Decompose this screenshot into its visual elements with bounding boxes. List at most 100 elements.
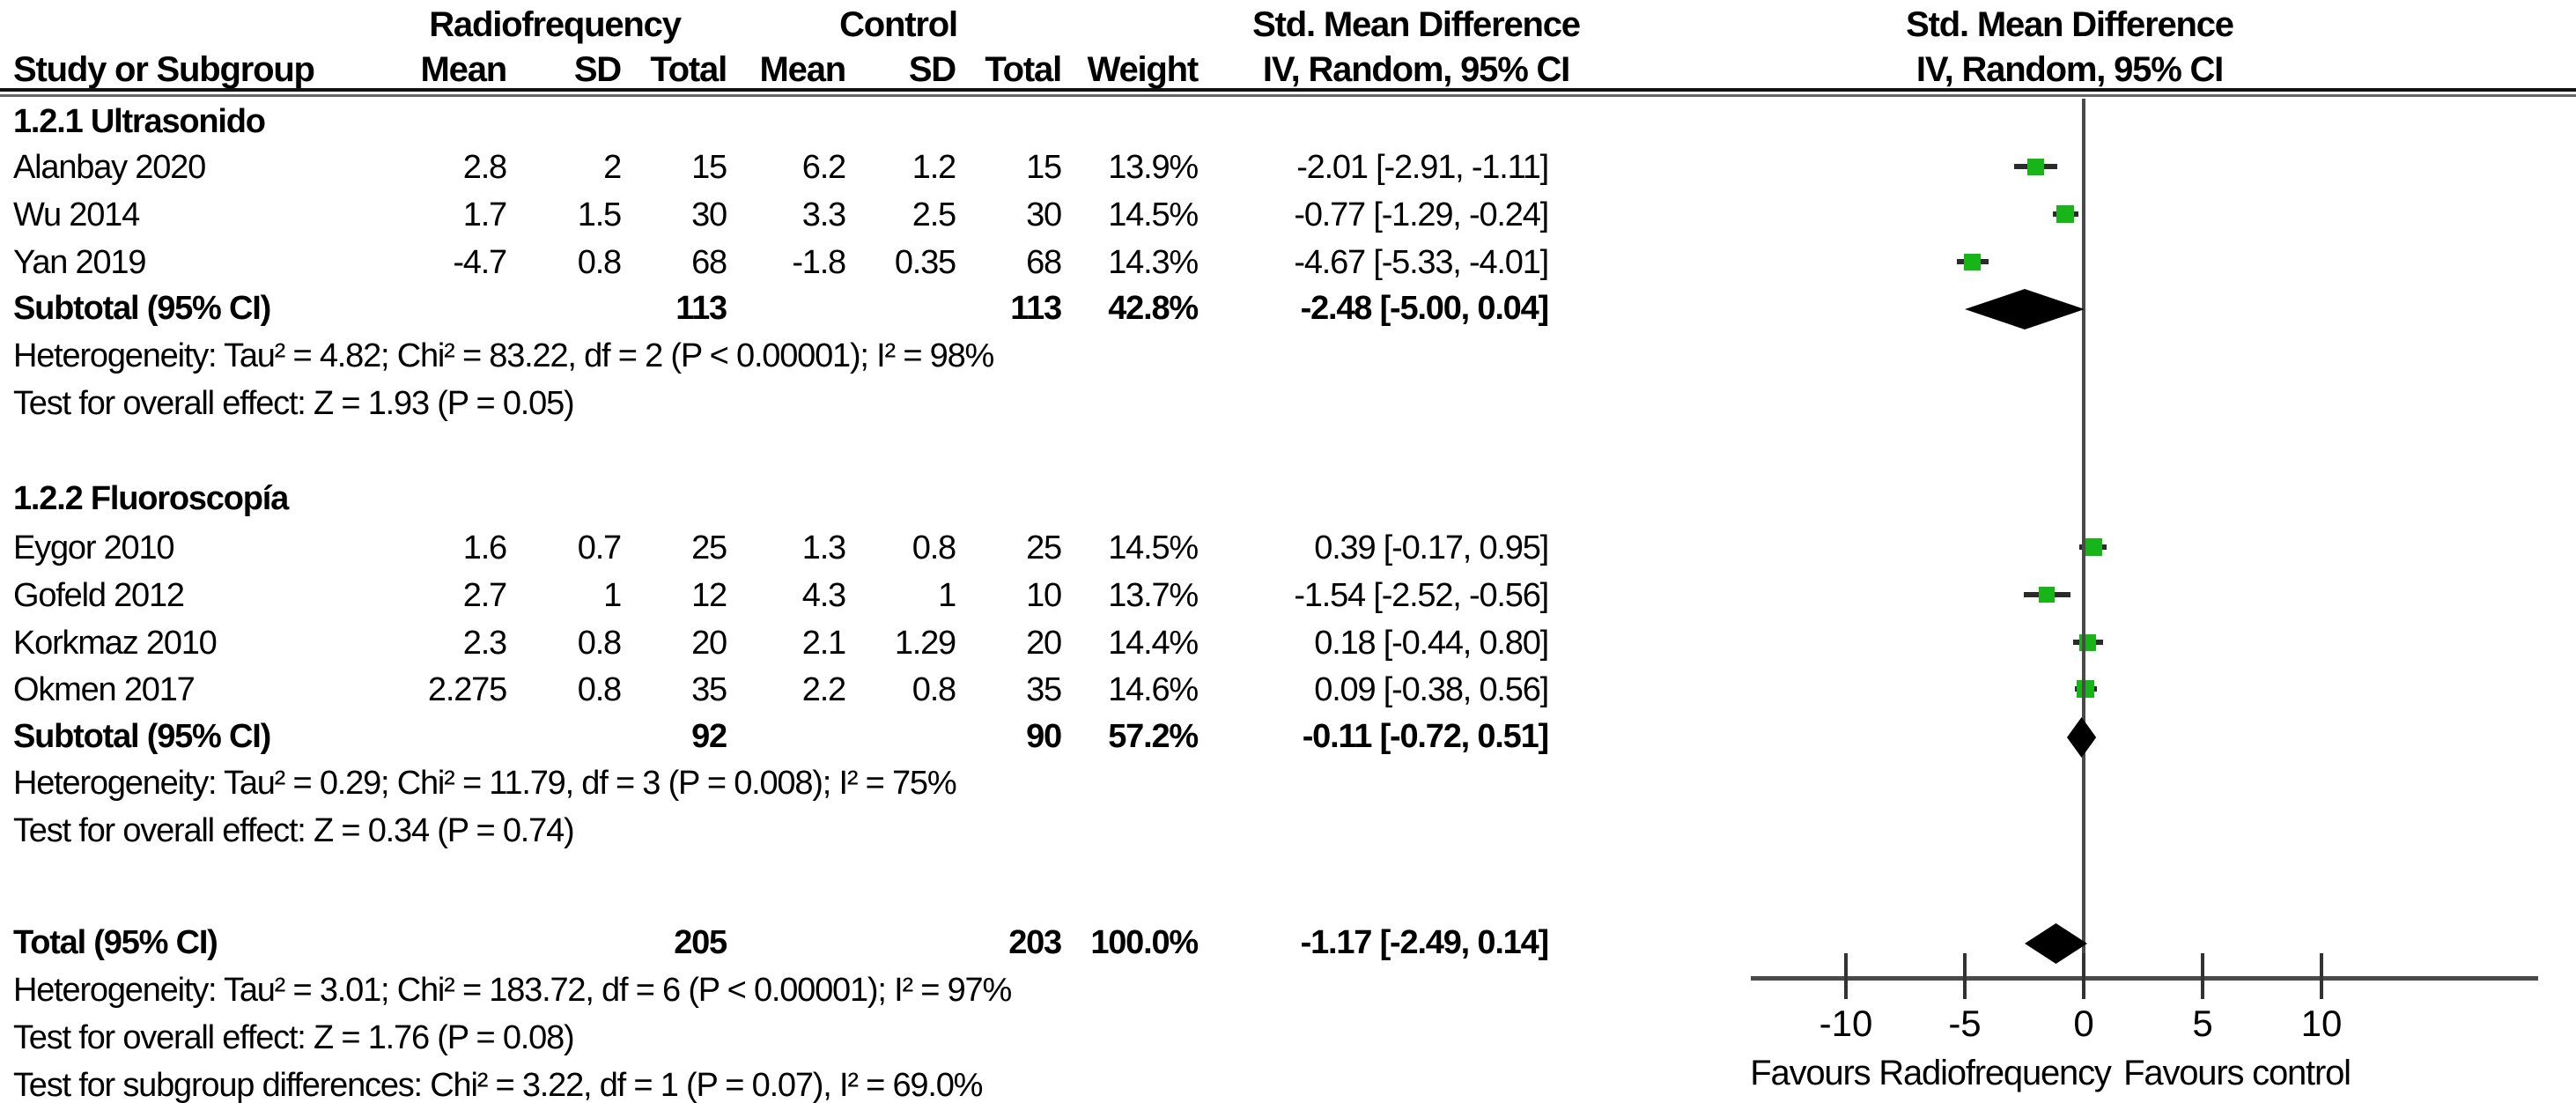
rf-mean: 2.7 (462, 577, 507, 614)
overall-effect-text: Test for overall effect: Z = 0.34 (P = 0… (13, 812, 575, 849)
col-header-total2: Total (985, 50, 1062, 89)
favours-left-label: Favours Radiofrequency (1750, 1054, 2112, 1092)
control-sd: 2.5 (912, 196, 956, 233)
control-mean: 4.3 (801, 577, 846, 614)
control-total: 20 (1026, 625, 1062, 662)
control-total: 35 (1026, 671, 1062, 708)
control-total: 10 (1026, 577, 1062, 614)
effect-square (2084, 538, 2102, 556)
col-header-weight: Weight (1087, 50, 1199, 89)
weight-value: 100.0% (1090, 924, 1199, 961)
subgroup-label: 1.2.2 Fluoroscopía (13, 480, 289, 517)
effect-square (2056, 205, 2075, 223)
pooled-diamond (2066, 717, 2096, 758)
rf-sd: 2 (603, 149, 622, 186)
control-mean: 6.2 (801, 149, 846, 186)
overall-effect-text: Test for overall effect: Z = 1.93 (P = 0… (13, 385, 575, 422)
axis-tick (1963, 953, 1967, 999)
control-sd: 0.8 (912, 529, 956, 566)
ci-text: -4.67 [-5.33, -4.01] (1294, 244, 1549, 281)
effect-square (2077, 680, 2095, 698)
rf-total: 113 (675, 290, 727, 327)
weight-value: 13.7% (1108, 577, 1199, 614)
rf-mean: 1.7 (462, 196, 507, 233)
column-group-radiofrequency: Radiofrequency (429, 5, 682, 44)
control-sd: 0.35 (894, 244, 956, 281)
control-sd: 1.2 (912, 149, 956, 186)
study-name: Yan 2019 (13, 244, 146, 281)
tick-label: 10 (2300, 1003, 2343, 1044)
rf-total: 30 (691, 196, 727, 233)
control-mean: 3.3 (801, 196, 846, 233)
pooled-diamond (1965, 289, 2085, 329)
ci-text: -2.01 [-2.91, -1.11] (1296, 149, 1549, 186)
rf-total: 25 (691, 529, 727, 566)
axis-line (1751, 976, 2538, 981)
effect-square (2027, 158, 2045, 175)
tick-label: -10 (1819, 1003, 1873, 1044)
ci-text: -1.54 [-2.52, -0.56] (1294, 577, 1549, 614)
study-name: Alanbay 2020 (13, 149, 206, 186)
control-total: 25 (1026, 529, 1062, 566)
weight-value: 14.5% (1108, 529, 1199, 566)
rf-total: 15 (691, 149, 727, 186)
header-separator-top (0, 88, 2576, 92)
col-header-study: Study or Subgroup (13, 50, 315, 89)
rf-total: 68 (691, 244, 727, 281)
control-total: 90 (1026, 718, 1062, 755)
control-total: 113 (1010, 290, 1062, 327)
smd-header-right-line1: Std. Mean Difference (1906, 5, 2234, 44)
control-total: 203 (1008, 924, 1062, 961)
subgroup-difference-text: Test for subgroup differences: Chi² = 3.… (13, 1067, 983, 1103)
ci-text: -1.17 [-2.49, 0.14] (1300, 924, 1550, 961)
rf-sd: 0.8 (577, 671, 622, 708)
axis-tick (2320, 953, 2323, 999)
control-total: 30 (1026, 196, 1062, 233)
study-name: Wu 2014 (13, 196, 140, 233)
ci-text: -0.77 [-1.29, -0.24] (1294, 196, 1549, 233)
control-mean: 2.1 (801, 625, 846, 662)
column-group-control: Control (839, 5, 958, 44)
smd-header-right-line2: IV, Random, 95% CI (1915, 50, 2224, 89)
control-total: 15 (1026, 149, 1062, 186)
subtotal-label: Subtotal (95% CI) (13, 718, 271, 755)
axis-tick (2201, 953, 2204, 999)
weight-value: 42.8% (1108, 290, 1199, 327)
rf-mean: -4.7 (453, 244, 507, 281)
weight-value: 57.2% (1108, 718, 1199, 755)
header-separator-bottom (0, 94, 2576, 97)
rf-sd: 0.8 (577, 244, 622, 281)
rf-total: 35 (691, 671, 727, 708)
effect-square (2039, 587, 2056, 603)
weight-value: 14.6% (1108, 671, 1199, 708)
subgroup-label: 1.2.1 Ultrasonido (13, 103, 266, 140)
subtotal-label: Subtotal (95% CI) (13, 290, 271, 327)
rf-sd: 0.8 (577, 625, 622, 662)
ci-text: 0.09 [-0.38, 0.56] (1314, 671, 1549, 708)
tick-label: 5 (2192, 1003, 2213, 1044)
study-name: Korkmaz 2010 (13, 625, 218, 662)
overall-effect-text: Test for overall effect: Z = 1.76 (P = 0… (13, 1019, 575, 1056)
control-sd: 1 (938, 577, 956, 614)
heterogeneity-text: Heterogeneity: Tau² = 0.29; Chi² = 11.79… (13, 765, 957, 802)
control-mean: -1.8 (792, 244, 846, 281)
rf-sd: 1 (603, 577, 622, 614)
study-name: Gofeld 2012 (13, 577, 185, 614)
tick-label: 0 (2073, 1003, 2094, 1044)
col-header-sd1: SD (573, 50, 622, 89)
favours-right-label: Favours control (2123, 1054, 2351, 1092)
rf-sd: 1.5 (577, 196, 622, 233)
smd-header-left-line2: IV, Random, 95% CI (1262, 50, 1570, 89)
rf-total: 20 (691, 625, 727, 662)
zero-line (2082, 99, 2085, 978)
ci-text: -0.11 [-0.72, 0.51] (1302, 718, 1549, 755)
weight-value: 14.3% (1108, 244, 1199, 281)
rf-mean: 2.3 (462, 625, 507, 662)
rf-mean: 1.6 (462, 529, 507, 566)
control-mean: 1.3 (801, 529, 846, 566)
ci-text: 0.39 [-0.17, 0.95] (1314, 529, 1549, 566)
col-header-mean1: Mean (420, 50, 508, 89)
ci-text: -2.48 [-5.00, 0.04] (1300, 290, 1550, 327)
total-label: Total (95% CI) (13, 924, 218, 961)
